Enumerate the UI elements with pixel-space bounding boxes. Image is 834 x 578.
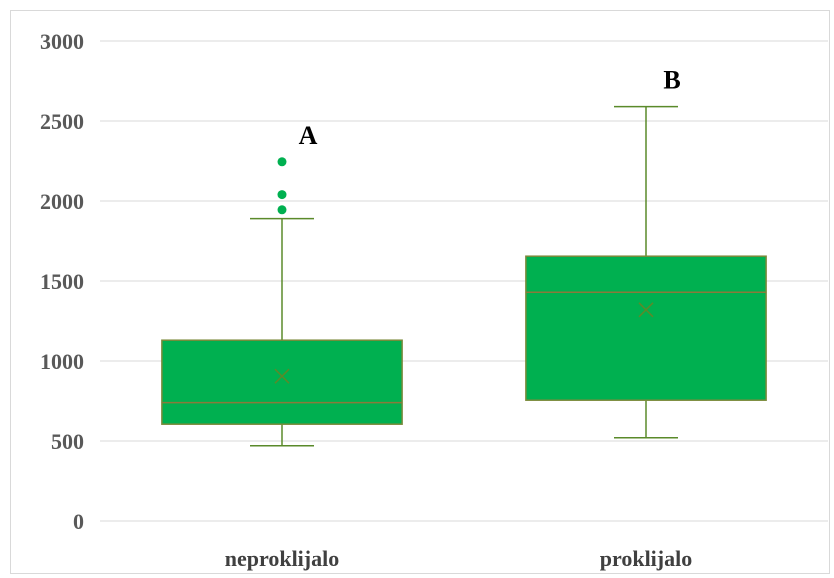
significance-letter: B	[663, 66, 680, 95]
x-category-label: proklijalo	[600, 546, 693, 571]
box-group-neproklijalo: A	[161, 121, 403, 447]
y-tick-label: 1500	[40, 269, 84, 294]
significance-letter: A	[299, 121, 318, 150]
y-tick-label: 2500	[40, 109, 84, 134]
mean-marker	[638, 302, 654, 318]
mean-marker	[274, 368, 290, 384]
chart-frame	[10, 10, 830, 574]
y-tick-label: 3000	[40, 29, 84, 54]
y-tick-label: 500	[51, 429, 84, 454]
outlier-point	[277, 205, 287, 215]
y-tick-label: 2000	[40, 189, 84, 214]
y-axis-tick-labels: 0 500 1000 1500 2000 2500 3000	[40, 29, 84, 534]
x-category-label: neproklijalo	[225, 546, 340, 571]
interquartile-box	[161, 339, 403, 425]
interquartile-box	[525, 255, 767, 401]
y-tick-label: 0	[73, 509, 84, 534]
x-axis-category-labels: neproklijalo proklijalo	[225, 546, 693, 571]
outlier-point	[277, 157, 287, 167]
y-tick-label: 1000	[40, 349, 84, 374]
box-group-proklijalo: B	[525, 66, 767, 439]
boxes: AB	[161, 66, 767, 447]
outlier-point	[277, 190, 287, 200]
